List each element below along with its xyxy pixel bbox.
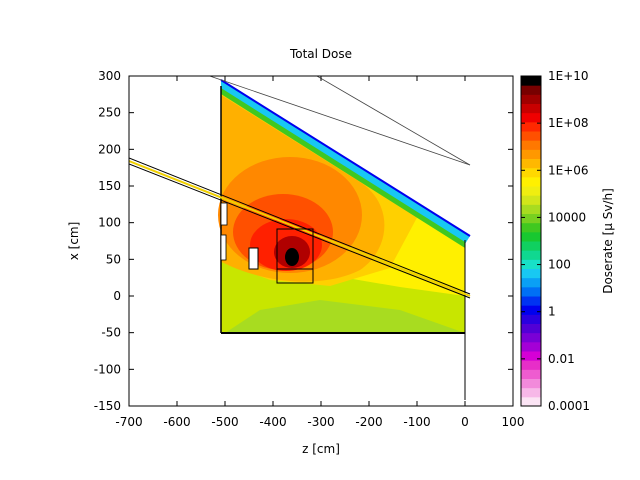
y-tick-label: 50 — [106, 252, 121, 266]
y-tick-label: 0 — [113, 289, 121, 303]
colorbar-band — [521, 94, 541, 104]
colorbar-tick-label: 0.0001 — [548, 399, 590, 413]
component-block — [248, 247, 259, 270]
colorbar-label: Doserate [µ Sv/h] — [601, 188, 615, 294]
colorbar-band — [521, 360, 541, 370]
colorbar-band — [521, 222, 541, 233]
colorbar-band — [521, 103, 541, 114]
colorbar-band — [521, 341, 541, 352]
colorbar-band — [521, 314, 541, 324]
beam-pipe-outer-bottom — [129, 163, 471, 299]
x-tick-label: -500 — [211, 415, 238, 429]
y-tick-label: 200 — [98, 142, 121, 156]
colorbar-band — [521, 149, 541, 159]
colorbar-band — [521, 277, 541, 288]
beam-pipe-outer-top — [129, 157, 471, 295]
colorbar-band — [521, 167, 541, 178]
dose-region-core — [285, 248, 299, 266]
dose-fringe-blue — [220, 79, 471, 237]
colorbar-tick-label: 100 — [548, 258, 571, 272]
colorbar-band — [521, 121, 541, 132]
colorbar-band — [521, 259, 541, 269]
target-box-outer — [276, 228, 314, 284]
colorbar-band — [521, 176, 541, 187]
colorbar-ticks: 1E+10 1E+08 1E+06 10000 100 1 0.01 0.0001 — [521, 69, 590, 413]
colorbar-band — [521, 387, 541, 398]
dose-fringe-cyan — [221, 80, 470, 244]
colorbar-band — [521, 323, 541, 334]
x-tick-label: 0 — [461, 415, 469, 429]
colorbar-band — [521, 241, 541, 251]
colorbar-tick-label: 1E+10 — [548, 69, 589, 83]
colorbar-tick-label: 0.01 — [548, 352, 575, 366]
y-tick-label: -100 — [94, 362, 121, 376]
x-tick-label: -200 — [355, 415, 382, 429]
colorbar-band — [521, 231, 541, 242]
colorbar-band — [521, 305, 541, 315]
colorbar-band — [521, 396, 541, 407]
x-tick-label: -700 — [115, 415, 142, 429]
colorbar-band — [521, 250, 541, 260]
colorbar-band — [521, 131, 541, 141]
colorbar-band — [521, 85, 541, 95]
y-axis-label: x [cm] — [67, 222, 81, 261]
x-tick-label: -400 — [259, 415, 286, 429]
colorbar-band — [521, 76, 541, 86]
y-tick-label: 250 — [98, 106, 121, 120]
y-tick-label: 100 — [98, 216, 121, 230]
y-tick-label: -150 — [94, 399, 121, 413]
dose-fringe-green — [221, 88, 465, 248]
colorbar-band — [521, 204, 541, 214]
colorbar-band — [521, 268, 541, 279]
colorbar-band — [521, 286, 541, 297]
y-tick-label: -50 — [101, 326, 121, 340]
colorbar-band — [521, 195, 541, 205]
colorbar-band — [521, 112, 541, 123]
colorbar-band — [521, 332, 541, 343]
colorbar-band — [521, 351, 541, 361]
plot-area — [129, 76, 471, 400]
x-axis-label: z [cm] — [302, 442, 340, 456]
colorbar-band — [521, 296, 541, 306]
colorbar-frame — [520, 75, 542, 407]
colorbar-tick-label: 1E+06 — [548, 163, 589, 177]
colorbar-tick-label: 1E+08 — [548, 116, 589, 130]
colorbar-band — [521, 158, 541, 169]
colorbar-band — [521, 378, 541, 389]
colorbar-tick-label: 1 — [548, 305, 556, 319]
y-axis-ticks: 300 250 200 150 100 50 0 -50 -100 -150 — [94, 69, 513, 413]
x-tick-label: -100 — [403, 415, 430, 429]
colorbar-tick-label: 10000 — [548, 210, 586, 224]
reference-line — [208, 76, 471, 166]
wall-slot-upper — [220, 202, 228, 226]
wall-slot-lower — [220, 234, 227, 261]
x-tick-label: 100 — [502, 415, 525, 429]
y-tick-label: 300 — [98, 69, 121, 83]
colorbar-band — [521, 213, 541, 224]
colorbar — [521, 76, 541, 407]
colorbar-band — [521, 140, 541, 150]
x-tick-label: -600 — [163, 415, 190, 429]
dose-region-lower-green — [225, 300, 465, 333]
reference-line-2 — [316, 76, 471, 166]
x-tick-label: -300 — [307, 415, 334, 429]
colorbar-band — [521, 186, 541, 196]
chart-title: Total Dose — [289, 47, 352, 61]
colorbar-band — [521, 369, 541, 379]
y-tick-label: 150 — [98, 179, 121, 193]
x-axis-ticks: -700 -600 -500 -400 -300 -200 -100 0 100 — [115, 76, 524, 429]
